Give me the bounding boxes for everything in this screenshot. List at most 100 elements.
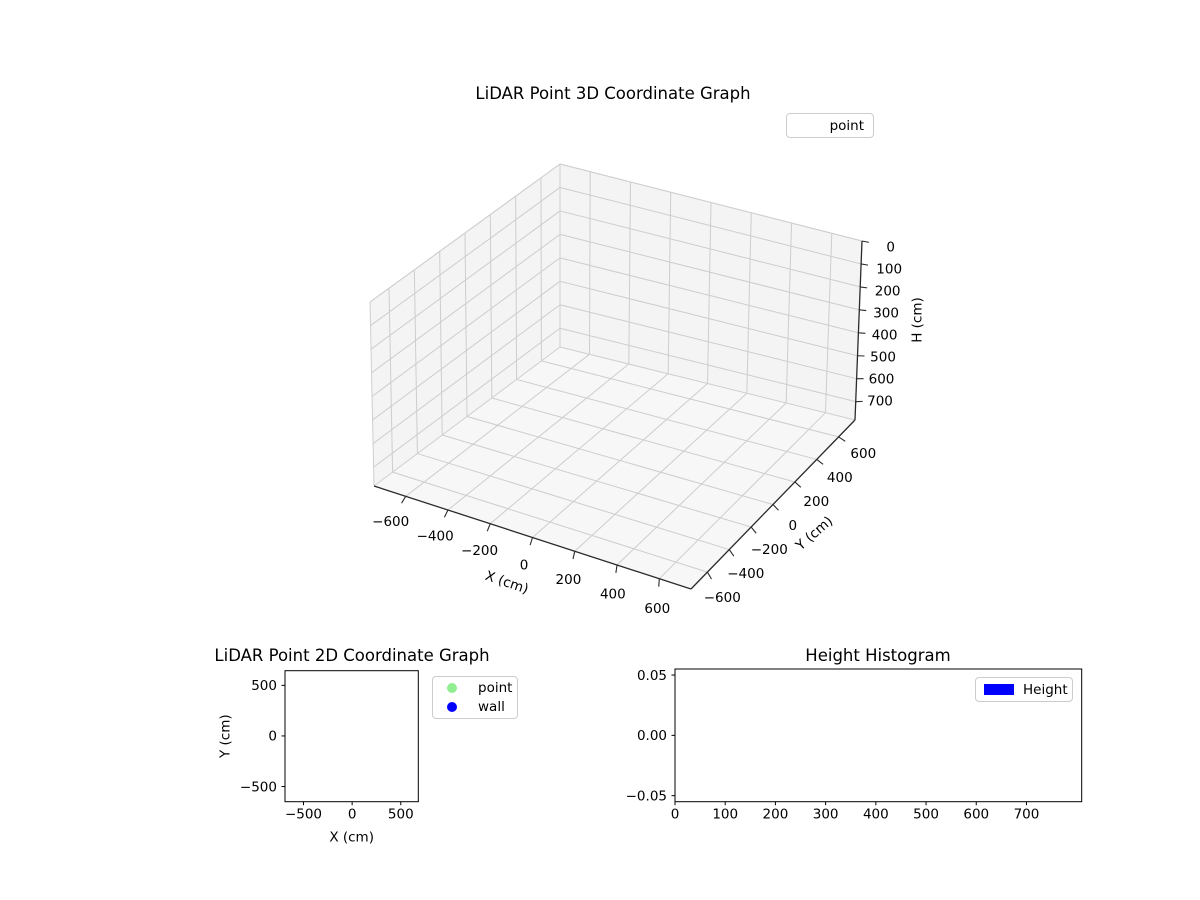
tick-label: 500 [870,349,896,365]
tick-mark [859,309,867,312]
plot3d-axes: −600−400−2000200400600−600−400−200020040… [369,163,926,617]
grid-line [825,233,833,413]
tick-label: −0.05 [626,788,667,804]
tick-mark [658,578,660,587]
grid-line [373,327,561,468]
tick-mark [816,458,824,465]
histogram-legend: Height [975,677,1073,702]
legend-label-height: Height [1023,681,1068,698]
legend-label-wall: wall [478,698,505,715]
pane-edge [369,301,375,487]
tick-label: 0 [348,806,357,822]
legend-label-point: point [478,680,513,697]
tick-label: 400 [827,470,853,486]
grid-line [371,257,561,397]
grid-line [559,280,858,357]
z-axis-line [854,240,863,421]
tick-label: 500 [913,806,939,822]
tick-label: −500 [240,779,277,795]
tick-label: 0 [520,558,529,574]
legend-label-point: point [829,117,864,134]
tick-mark [861,240,869,243]
tick-label: 200 [763,806,789,822]
tick-mark [772,504,779,511]
height-swatch-icon [984,684,1014,695]
tick-label: 0 [789,518,798,534]
pane-edge [559,346,856,421]
grid-line [515,196,518,380]
plot2d-axes: −500 0 500 −500 0 500 X (cm) Y (cm) [218,670,419,846]
tick-mark [750,526,757,534]
tick-label: −200 [751,542,788,558]
tick-label: −400 [727,566,764,582]
pane-right-wall [560,164,862,420]
tick-label: 100 [876,261,902,277]
tick-label: 0.00 [637,728,667,744]
grid-line [628,181,631,365]
tick-label: 100 [712,806,738,822]
pane-edge [369,163,561,303]
tick-mark [861,263,869,266]
tick-label: 400 [863,806,889,822]
tick-label: 200 [875,283,901,299]
z-axis-label: H (cm) [910,297,926,343]
grid-line [372,304,561,444]
grid-line [370,210,561,350]
tick-label: 600 [963,806,989,822]
grid-line [559,210,861,288]
grid-line [371,233,561,374]
tick-label: −600 [704,590,741,606]
grid-line [589,171,591,355]
tick-label: 0 [886,239,895,255]
tick-mark [728,549,735,557]
tick-label: 700 [867,393,893,409]
tick-label: 600 [644,601,670,617]
grid-line [707,202,712,384]
tick-label: 200 [803,494,829,510]
plot3d-title: LiDAR Point 3D Coordinate Graph [475,84,751,103]
grid-line [559,233,860,311]
x-axis-label: X (cm) [329,830,374,846]
grid-line [464,232,468,417]
grid-line [541,360,839,438]
tick-label: −600 [372,514,409,530]
invisible-marker-icon [787,125,830,126]
tick-mark [860,286,868,289]
wall-marker-icon [447,701,457,712]
tick-label: −400 [417,529,454,545]
tick-label: 700 [1014,806,1040,822]
grid-line [417,453,730,551]
pane-edge [373,346,561,487]
grid-line [516,378,817,460]
pane-floor [374,347,855,589]
grid-line [491,397,796,483]
tick-label: 0 [671,806,680,822]
grid-line [392,471,708,573]
tick-mark [401,496,407,504]
y-axis-label: Y (cm) [792,513,836,554]
tick-label: 400 [600,587,626,603]
tick-label: −200 [461,543,498,559]
grid-line [388,288,394,473]
legend-item-wall: wall [433,698,517,717]
tick-label: −500 [285,806,322,822]
tick-mark [794,481,802,488]
tick-mark [858,332,866,334]
tick-mark [615,564,618,573]
grid-line [466,416,774,505]
tick-mark [486,523,491,532]
grid-line [559,327,856,403]
pane-left-wall [370,164,560,486]
tick-label: 0.05 [637,668,667,684]
plot-frame [284,670,419,803]
grid-line [559,304,857,380]
tick-label: 600 [850,446,876,462]
histogram-title: Height Histogram [805,646,951,665]
tick-label: 200 [556,572,582,588]
tick-label: 600 [869,371,895,387]
grid-line [746,212,752,394]
grid-line [559,257,859,334]
grid-line [439,251,443,436]
